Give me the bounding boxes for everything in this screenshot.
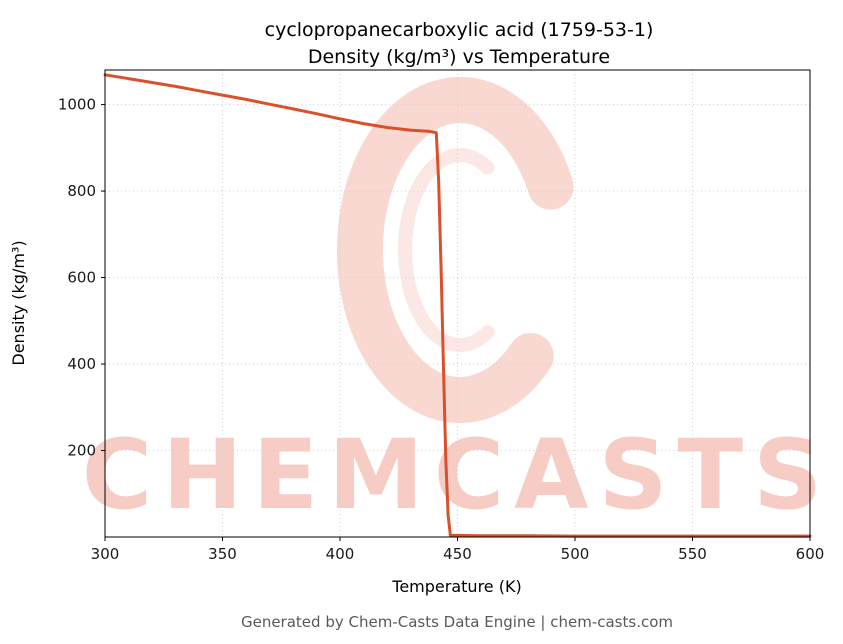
watermark-c-inner-icon [398, 148, 495, 352]
x-tick-label: 450 [443, 545, 472, 563]
series-line-density [103, 73, 812, 538]
plot-series [103, 73, 812, 538]
watermark-wordmark: CHEMCASTS [82, 419, 832, 531]
grid-lines [104, 70, 811, 537]
y-tick-label: 200 [67, 442, 96, 460]
x-tick-label: 350 [208, 545, 237, 563]
chemcasts-watermark: CHEMCASTS [82, 76, 832, 531]
chart-title: cyclopropanecarboxylic acid (1759-53-1) [265, 19, 654, 41]
chart-subtitle: Density (kg/m³) vs Temperature [308, 46, 610, 68]
x-tick-label: 300 [91, 545, 120, 563]
y-tick-label: 800 [67, 182, 96, 200]
footer-caption: Generated by Chem-Casts Data Engine | ch… [241, 613, 673, 631]
x-tick-label: 500 [561, 545, 590, 563]
x-tick-label: 550 [678, 545, 707, 563]
y-tick-label: 400 [67, 355, 96, 373]
x-tick-label: 400 [326, 545, 355, 563]
watermark-c-swirl-icon [336, 76, 574, 423]
axis-ticks: 300 350 400 450 500 550 600 200 400 600 800 1000 [58, 96, 825, 563]
y-tick-label: 1000 [58, 96, 96, 114]
x-axis-label: Temperature (K) [391, 577, 521, 596]
x-tick-label: 600 [796, 545, 825, 563]
y-axis-label: Density (kg/m³) [9, 240, 28, 365]
y-tick-label: 600 [67, 269, 96, 287]
